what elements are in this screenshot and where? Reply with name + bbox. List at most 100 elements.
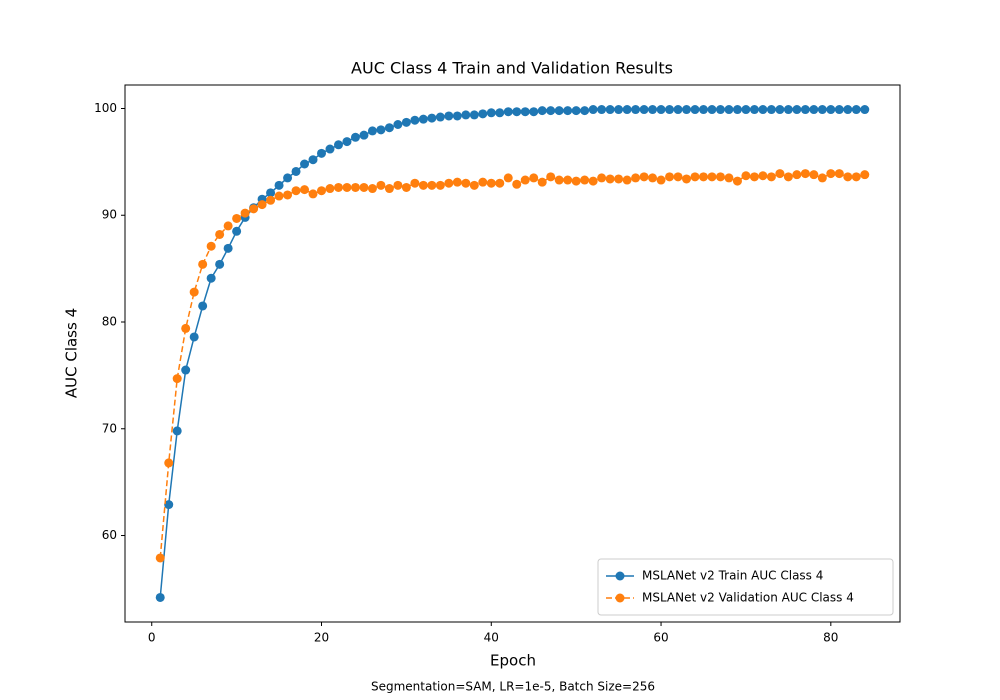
point — [495, 108, 505, 118]
legend-marker — [615, 571, 625, 581]
point — [749, 172, 759, 182]
point — [274, 180, 284, 190]
point — [656, 175, 666, 185]
point — [461, 178, 471, 188]
point — [597, 173, 607, 183]
point — [546, 106, 556, 116]
point — [546, 172, 556, 182]
point — [580, 175, 590, 185]
point — [698, 172, 708, 182]
point — [622, 175, 632, 185]
point — [732, 105, 742, 115]
point — [333, 140, 343, 150]
point — [452, 177, 462, 187]
point — [715, 105, 725, 115]
point — [614, 105, 624, 115]
point — [741, 105, 751, 115]
point — [843, 105, 853, 115]
point — [172, 426, 182, 436]
point — [266, 195, 276, 205]
chart-title: AUC Class 4 Train and Validation Results — [351, 59, 673, 78]
point — [444, 178, 454, 188]
point — [172, 374, 182, 384]
point — [707, 105, 717, 115]
point — [732, 176, 742, 186]
point — [350, 182, 360, 192]
x-tick-label: 80 — [823, 631, 838, 645]
point — [758, 105, 768, 115]
point — [665, 105, 675, 115]
point — [376, 125, 386, 135]
point — [393, 120, 403, 130]
point — [206, 241, 216, 251]
point — [384, 184, 394, 194]
point — [223, 221, 233, 231]
point — [529, 107, 539, 117]
point — [274, 191, 284, 201]
point — [232, 226, 242, 236]
point — [571, 106, 581, 116]
point — [435, 180, 445, 190]
point — [308, 155, 318, 165]
point — [834, 105, 844, 115]
point — [800, 169, 810, 179]
point — [435, 112, 445, 122]
point — [682, 105, 692, 115]
legend-marker — [615, 593, 625, 603]
point — [418, 180, 428, 190]
x-tick-label: 60 — [653, 631, 668, 645]
point — [631, 173, 641, 183]
point — [563, 175, 573, 185]
point — [656, 105, 666, 115]
point — [648, 173, 658, 183]
y-tick-label: 60 — [102, 528, 117, 542]
y-tick-label: 90 — [102, 208, 117, 222]
point — [605, 174, 615, 184]
point — [215, 229, 225, 239]
point — [749, 105, 759, 115]
point — [164, 500, 174, 510]
point — [342, 182, 352, 192]
point — [478, 177, 488, 187]
legend-label: MSLANet v2 Validation AUC Class 4 — [642, 591, 854, 605]
point — [181, 323, 191, 333]
point — [851, 172, 861, 182]
point — [792, 105, 802, 115]
point — [376, 180, 386, 190]
point — [486, 108, 496, 118]
point — [461, 110, 471, 120]
point — [469, 180, 479, 190]
point — [223, 243, 233, 253]
point — [639, 172, 649, 182]
x-tick-label: 0 — [148, 631, 156, 645]
point — [741, 171, 751, 181]
point — [512, 179, 522, 189]
point — [809, 170, 819, 180]
point — [571, 176, 581, 186]
point — [724, 105, 734, 115]
point — [189, 332, 199, 342]
point — [215, 259, 225, 269]
point — [766, 172, 776, 182]
point — [300, 185, 310, 195]
point — [588, 105, 598, 115]
point — [198, 259, 208, 269]
point — [775, 169, 785, 179]
point — [418, 114, 428, 124]
point — [410, 115, 420, 125]
point — [826, 169, 836, 179]
point — [682, 174, 692, 184]
point — [520, 107, 530, 117]
point — [512, 107, 522, 117]
point — [715, 172, 725, 182]
point — [198, 301, 208, 311]
point — [766, 105, 776, 115]
point — [469, 110, 479, 120]
point — [350, 132, 360, 142]
point — [206, 273, 216, 283]
point — [317, 148, 327, 158]
point — [860, 105, 870, 115]
point — [155, 553, 165, 563]
point — [427, 113, 437, 123]
point — [580, 106, 590, 116]
